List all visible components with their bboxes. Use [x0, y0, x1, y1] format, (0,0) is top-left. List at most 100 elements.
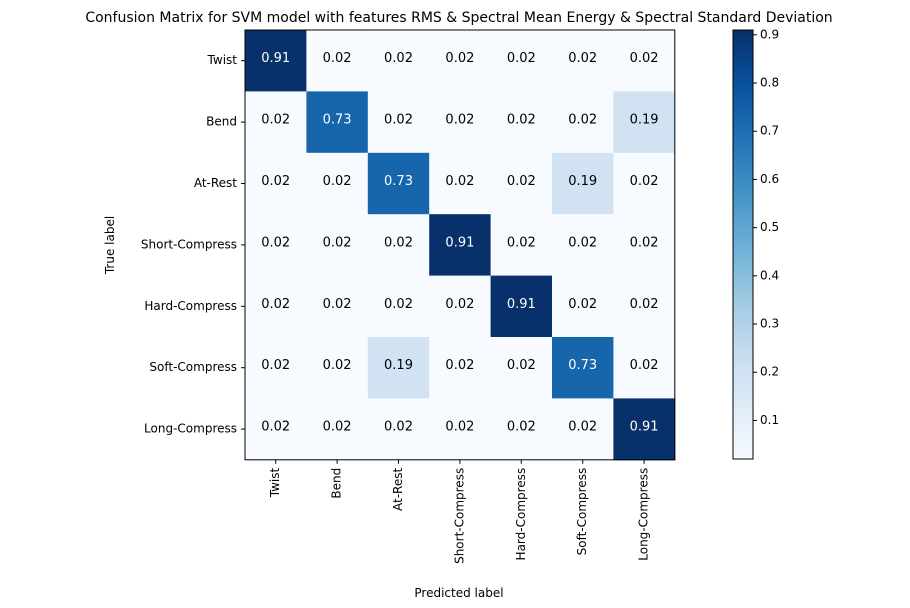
- cell-value-label: 0.02: [323, 358, 352, 373]
- x-tick-label: Bend: [330, 468, 344, 499]
- cell-value-label: 0.02: [445, 174, 474, 189]
- heatmap-cell: [552, 152, 614, 215]
- heatmap-cell: [429, 398, 492, 461]
- cell-value-label: 0.02: [323, 51, 352, 66]
- colorbar-tick-label: 0.9: [760, 27, 779, 41]
- cell-value-label: 0.02: [568, 235, 597, 250]
- heatmap-cell: [552, 337, 614, 399]
- heatmap-cell: [613, 398, 676, 461]
- heatmap-cell: [245, 275, 307, 338]
- cell-value-label: 0.02: [445, 358, 474, 373]
- cell-value-label: 0.02: [445, 297, 474, 312]
- cell-value-label: 0.02: [445, 420, 474, 435]
- x-tick-label: Long-Compress: [637, 468, 651, 561]
- colorbar-tick-label: 0.3: [760, 317, 779, 331]
- heatmap-cell: [306, 30, 369, 92]
- heatmap-cell: [552, 30, 614, 92]
- heatmap-cell: [429, 30, 492, 92]
- cell-value-label: 0.02: [384, 235, 413, 250]
- heatmap-cell: [245, 152, 307, 215]
- cell-value-label: 0.02: [261, 174, 290, 189]
- heatmap-cell: [245, 91, 307, 154]
- heatmap-cell: [306, 214, 369, 277]
- heatmap-cell: [367, 152, 430, 215]
- heatmap-cell: [429, 152, 492, 215]
- colorbar-tick-label: 0.5: [760, 220, 779, 234]
- heatmap-cell: [306, 398, 369, 461]
- colorbar-tick-label: 0.2: [760, 365, 779, 379]
- cell-value-label: 0.02: [568, 297, 597, 312]
- heatmap-cell: [367, 337, 430, 399]
- heatmap-cell: [367, 214, 430, 277]
- x-axis-ticks: Twist Bend At-Rest Short-Compress Hard-Compr…: [268, 459, 651, 564]
- heatmap-cell: [306, 275, 369, 338]
- cell-value-label: 0.19: [568, 174, 597, 189]
- heatmap-cell: [367, 30, 430, 92]
- heatmap-cell: [490, 30, 553, 92]
- x-tick-label: Short-Compress: [452, 468, 466, 564]
- heatmap-cell: [490, 91, 553, 154]
- cell-value-label: 0.02: [507, 51, 536, 66]
- colorbar-frame: [732, 29, 754, 460]
- cell-value-label: 0.91: [445, 235, 474, 250]
- cell-value-label: 0.02: [630, 235, 659, 250]
- heatmap-cell: [490, 214, 553, 277]
- cell-value-label: 0.19: [384, 358, 413, 373]
- heatmap-cell: [552, 214, 614, 277]
- cell-value-label: 0.02: [630, 51, 659, 66]
- x-tick-label: At-Rest: [391, 468, 405, 511]
- heatmap-cell: [552, 91, 614, 154]
- colorbar-tick-label: 0.6: [760, 172, 779, 186]
- cell-value-label: 0.91: [507, 297, 536, 312]
- heatmap-cell: [245, 337, 307, 399]
- chart-title: Confusion Matrix for SVM model with feat…: [85, 10, 832, 26]
- cell-value-label: 0.02: [507, 113, 536, 128]
- heatmap-cell: [245, 398, 307, 461]
- y-tick-label: Long-Compress: [144, 422, 237, 436]
- heatmap-cell: [429, 337, 492, 399]
- y-axis-label: True label: [103, 216, 117, 275]
- y-tick-label: Bend: [206, 115, 237, 129]
- y-axis-ticks: Twist Bend At-Rest Short-Compress Hard-Compr…: [141, 53, 245, 436]
- colorbar-tick-label: 0.7: [760, 124, 779, 138]
- y-tick-label: Short-Compress: [141, 237, 237, 251]
- cell-value-label: 0.02: [630, 358, 659, 373]
- heatmap-cells: [245, 30, 676, 461]
- cell-value-label: 0.91: [261, 51, 290, 66]
- colorbar-tick-label: 0.8: [760, 76, 779, 90]
- heatmap-cell: [613, 275, 676, 338]
- heatmap-cell: [490, 398, 553, 461]
- cell-value-label: 0.02: [323, 174, 352, 189]
- x-tick-label: Soft-Compress: [575, 468, 589, 556]
- cell-value-label: 0.02: [384, 51, 413, 66]
- cell-value-label: 0.02: [323, 297, 352, 312]
- heatmap-cell: [245, 214, 307, 277]
- cell-value-label: 0.73: [384, 174, 413, 189]
- heatmap-cell: [429, 91, 492, 154]
- heatmap-cell: [490, 337, 553, 399]
- heatmap-cell: [367, 91, 430, 154]
- heatmap-cell: [490, 152, 553, 215]
- heatmap-cell: [367, 398, 430, 461]
- x-tick-label: Hard-Compress: [514, 468, 528, 561]
- cell-value-label: 0.02: [261, 297, 290, 312]
- heatmap-cell: [245, 30, 307, 92]
- heatmap-cell: [613, 337, 676, 399]
- cell-value-label: 0.02: [630, 174, 659, 189]
- cell-value-label: 0.73: [568, 358, 597, 373]
- cell-value-label: 0.02: [323, 235, 352, 250]
- heatmap-cell: [306, 337, 369, 399]
- cell-value-label: 0.02: [323, 420, 352, 435]
- cell-value-label: 0.02: [507, 358, 536, 373]
- cell-value-label: 0.02: [568, 51, 597, 66]
- cell-value-label: 0.91: [630, 420, 659, 435]
- cell-value-label: 0.73: [323, 113, 352, 128]
- heatmap-cell: [613, 152, 676, 215]
- cell-value-label: 0.02: [630, 297, 659, 312]
- cell-value-label: 0.02: [507, 235, 536, 250]
- colorbar-tick-label: 0.4: [760, 268, 779, 282]
- heatmap-cell: [552, 398, 614, 461]
- colorbar-ticks: 0.1 0.2 0.3 0.4 0.5 0.6 0.7 0.8 0.9: [753, 27, 779, 427]
- heatmap-cell: [367, 275, 430, 338]
